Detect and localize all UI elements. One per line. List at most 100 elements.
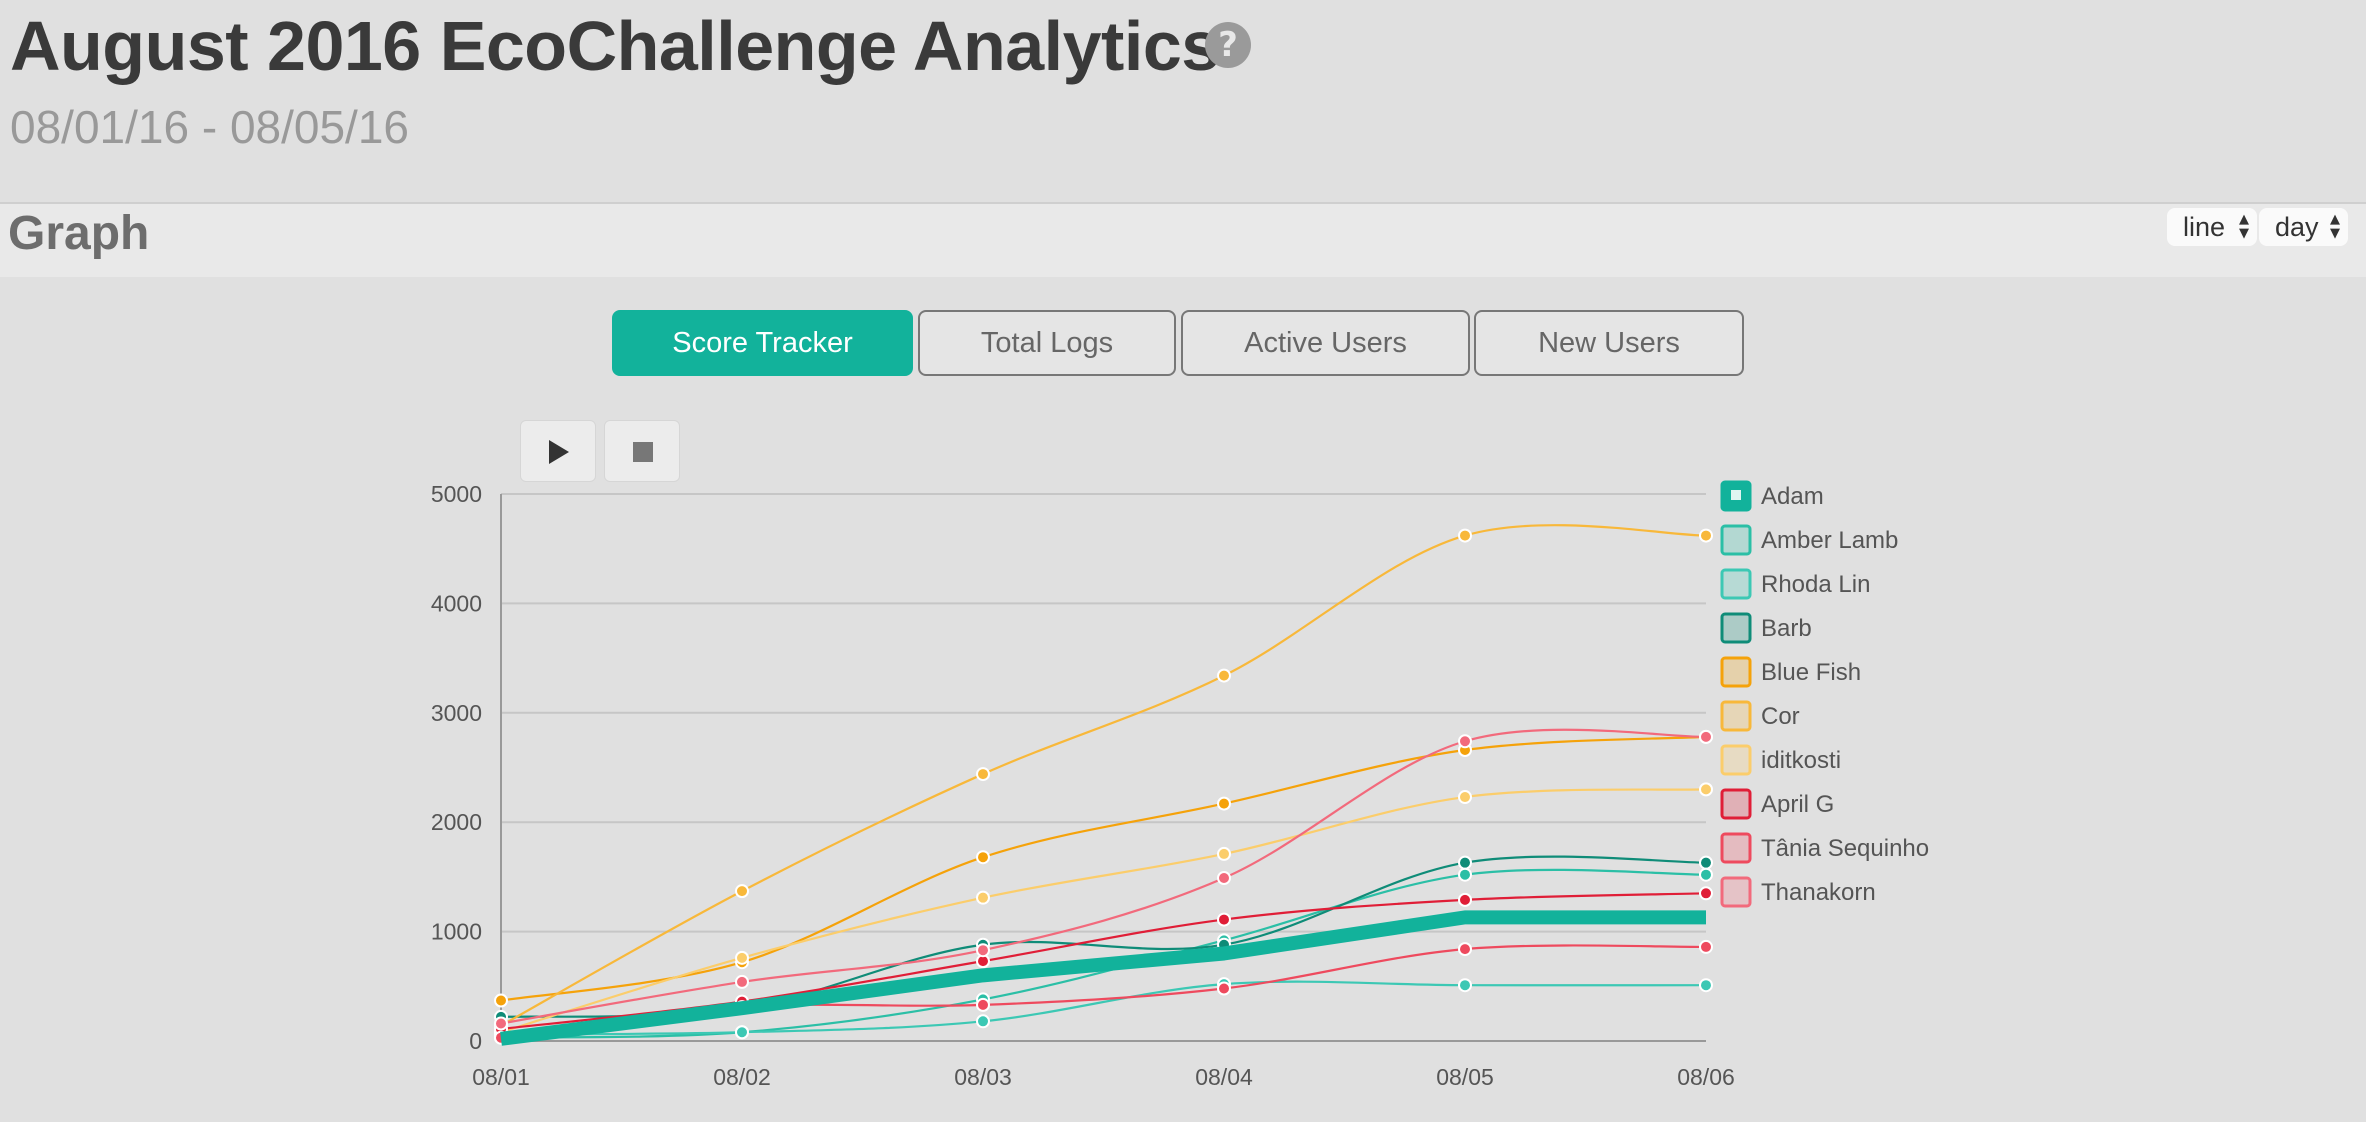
select-arrows-icon: ▲ ▼ — [2330, 212, 2340, 241]
legend-item[interactable]: Adam — [1720, 480, 1824, 512]
data-point[interactable] — [735, 974, 749, 989]
data-point[interactable] — [1458, 978, 1472, 993]
series-line — [500, 868, 1707, 1039]
data-point[interactable] — [1699, 782, 1713, 797]
legend-item[interactable]: Thanakorn — [1720, 876, 1876, 908]
data-point[interactable] — [1699, 867, 1713, 882]
legend-swatch — [1720, 612, 1752, 644]
x-tick-label: 08/04 — [1195, 1064, 1253, 1090]
series-cor[interactable] — [494, 524, 1713, 1033]
legend-swatch — [1720, 788, 1752, 820]
series-line — [500, 735, 1707, 1002]
legend-swatch — [1720, 656, 1752, 688]
legend-item[interactable]: Tânia Sequinho — [1720, 832, 1929, 864]
legend-label: Amber Lamb — [1761, 527, 1898, 554]
legend-item[interactable]: Rhoda Lin — [1720, 568, 1870, 600]
y-tick-label: 0 — [469, 1028, 482, 1054]
legend-swatch-mark — [1731, 490, 1741, 500]
data-point[interactable] — [1699, 978, 1713, 993]
data-point[interactable] — [1699, 939, 1713, 954]
legend-item[interactable]: Barb — [1720, 612, 1812, 644]
legend-label: Blue Fish — [1761, 659, 1861, 686]
legend-swatch — [1720, 568, 1752, 600]
chart-type-value: line — [2183, 212, 2226, 242]
tab-total-logs[interactable]: Total Logs — [918, 310, 1176, 376]
legend-item[interactable]: Blue Fish — [1720, 656, 1861, 688]
x-tick-label: 08/05 — [1436, 1064, 1494, 1090]
tab-new-users[interactable]: New Users — [1474, 310, 1744, 376]
data-point[interactable] — [1699, 528, 1713, 543]
data-point[interactable] — [1217, 981, 1231, 996]
data-point[interactable] — [494, 1016, 508, 1031]
y-tick-label: 2000 — [431, 809, 482, 835]
data-point[interactable] — [976, 890, 990, 905]
chart-type-select[interactable]: line ▲ ▼ — [2167, 208, 2257, 246]
data-point[interactable] — [1699, 886, 1713, 901]
tab-active-users[interactable]: Active Users — [1181, 310, 1470, 376]
data-point[interactable] — [976, 767, 990, 782]
legend-label: Rhoda Lin — [1761, 571, 1870, 598]
legend-swatch — [1720, 524, 1752, 556]
legend-label: Barb — [1761, 615, 1812, 642]
play-button[interactable] — [520, 420, 596, 482]
data-point[interactable] — [1217, 668, 1231, 683]
legend-item[interactable]: Amber Lamb — [1720, 524, 1898, 556]
series-line — [500, 788, 1707, 1034]
data-point[interactable] — [735, 884, 749, 899]
legend-swatch — [1720, 744, 1752, 776]
data-point[interactable] — [976, 997, 990, 1012]
series-line — [500, 524, 1707, 1027]
data-point[interactable] — [1217, 870, 1231, 885]
legend-item[interactable]: Cor — [1720, 700, 1800, 732]
stop-button[interactable] — [604, 420, 680, 482]
data-point[interactable] — [976, 1014, 990, 1029]
legend-label: Thanakorn — [1761, 879, 1876, 906]
data-point[interactable] — [1699, 729, 1713, 744]
tab-score-tracker[interactable]: Score Tracker — [612, 310, 913, 376]
data-point[interactable] — [1458, 855, 1472, 870]
data-point[interactable] — [976, 943, 990, 958]
x-tick-label: 08/01 — [472, 1064, 530, 1090]
y-tick-label: 1000 — [431, 919, 482, 945]
page-title: August 2016 EcoChallenge Analytics — [10, 7, 1220, 85]
stop-icon — [633, 442, 653, 462]
chart-grid — [501, 493, 1706, 1042]
graph-section-bar: Graph line ▲ ▼ day ▲ ▼ — [0, 202, 2366, 277]
legend-item[interactable]: April G — [1720, 788, 1834, 820]
data-point[interactable] — [1217, 912, 1231, 927]
interval-select[interactable]: day ▲ ▼ — [2259, 208, 2348, 246]
legend-item[interactable]: iditkosti — [1720, 744, 1841, 776]
chart-axes: 0 1000 2000 3000 4000 5000 08/01 08/02 08/03 08/0… — [431, 481, 1735, 1090]
data-point[interactable] — [1458, 942, 1472, 957]
x-tick-label: 08/03 — [954, 1064, 1012, 1090]
x-tick-label: 08/06 — [1677, 1064, 1735, 1090]
y-tick-label: 5000 — [431, 481, 482, 507]
legend-label: Adam — [1761, 483, 1824, 510]
data-point[interactable] — [1458, 790, 1472, 805]
interval-value: day — [2275, 212, 2319, 242]
legend-swatch — [1720, 832, 1752, 864]
data-point[interactable] — [976, 850, 990, 865]
data-point[interactable] — [1217, 846, 1231, 861]
x-tick-label: 08/02 — [713, 1064, 771, 1090]
data-point[interactable] — [1458, 734, 1472, 749]
legend-label: Tânia Sequinho — [1761, 835, 1929, 862]
data-point[interactable] — [1458, 528, 1472, 543]
series-thanakorn[interactable] — [494, 728, 1713, 1031]
help-icon[interactable]: ? — [1205, 22, 1251, 68]
data-point[interactable] — [735, 950, 749, 965]
data-point[interactable] — [1699, 855, 1713, 870]
data-point[interactable] — [1217, 796, 1231, 811]
data-point[interactable] — [1458, 892, 1472, 907]
series-adam[interactable] — [500, 910, 1706, 1046]
legend-label: Cor — [1761, 703, 1800, 730]
data-point[interactable] — [1458, 867, 1472, 882]
data-point[interactable] — [494, 993, 508, 1008]
legend-swatch — [1720, 876, 1752, 908]
series-line — [500, 855, 1707, 1019]
play-icon — [549, 440, 569, 464]
y-tick-label: 4000 — [431, 590, 482, 616]
data-point[interactable] — [735, 1025, 749, 1040]
date-range: 08/01/16 - 08/05/16 — [10, 101, 409, 153]
